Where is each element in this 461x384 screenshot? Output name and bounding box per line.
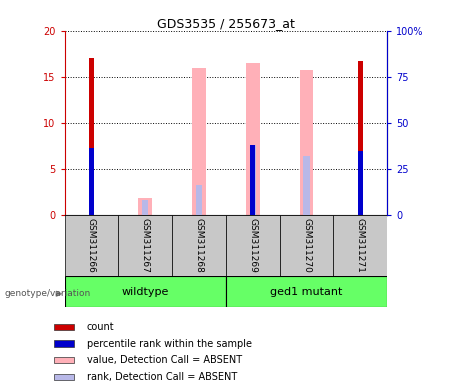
- Bar: [54, 340, 74, 347]
- Text: value, Detection Call = ABSENT: value, Detection Call = ABSENT: [87, 355, 242, 365]
- Bar: [333, 215, 387, 276]
- Bar: [54, 357, 74, 363]
- Text: genotype/variation: genotype/variation: [5, 289, 91, 298]
- Bar: [192, 68, 206, 215]
- Bar: [358, 151, 363, 215]
- Bar: [54, 324, 74, 330]
- Text: ged1 mutant: ged1 mutant: [271, 287, 343, 297]
- Text: percentile rank within the sample: percentile rank within the sample: [87, 339, 252, 349]
- Bar: [280, 215, 333, 276]
- Bar: [89, 58, 94, 215]
- Text: GSM311271: GSM311271: [356, 218, 365, 273]
- Text: rank, Detection Call = ABSENT: rank, Detection Call = ABSENT: [87, 372, 237, 382]
- Title: GDS3535 / 255673_at: GDS3535 / 255673_at: [157, 17, 295, 30]
- Bar: [138, 197, 152, 215]
- Text: GSM311267: GSM311267: [141, 218, 150, 273]
- Text: GSM311270: GSM311270: [302, 218, 311, 273]
- Text: GSM311266: GSM311266: [87, 218, 96, 273]
- Bar: [246, 63, 260, 215]
- Bar: [300, 70, 313, 215]
- Text: wildtype: wildtype: [122, 287, 169, 297]
- Bar: [226, 276, 387, 307]
- Bar: [172, 215, 226, 276]
- Bar: [54, 374, 74, 380]
- Bar: [65, 276, 226, 307]
- Bar: [118, 215, 172, 276]
- Text: count: count: [87, 322, 114, 332]
- Text: GSM311269: GSM311269: [248, 218, 257, 273]
- Bar: [65, 215, 118, 276]
- Bar: [226, 215, 280, 276]
- Bar: [89, 148, 94, 215]
- Text: GSM311268: GSM311268: [195, 218, 203, 273]
- Bar: [142, 200, 148, 215]
- Bar: [196, 185, 202, 215]
- Bar: [303, 156, 310, 215]
- Bar: [250, 145, 255, 215]
- Bar: [249, 145, 256, 215]
- Bar: [358, 61, 363, 215]
